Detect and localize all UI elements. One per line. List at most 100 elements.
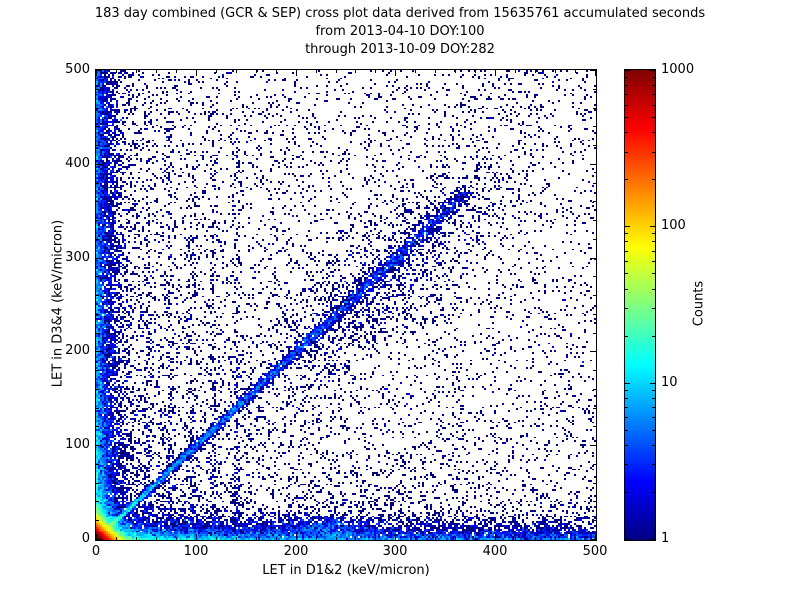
- colorbar-minor-tick-left: [625, 407, 628, 408]
- y-minor-tick-right: [593, 501, 596, 502]
- scatter-density-canvas: [96, 70, 596, 540]
- x-minor-tick: [276, 537, 277, 540]
- colorbar-tick-label-1000: 1000: [661, 62, 695, 77]
- x-tick-label-100: 100: [183, 544, 209, 559]
- colorbar-minor-tick: [652, 464, 655, 465]
- x-minor-tick: [515, 537, 516, 540]
- colorbar-minor-tick-left: [625, 117, 628, 118]
- y-tick-label-500: 500: [65, 62, 90, 77]
- x-minor-tick-top: [455, 70, 456, 73]
- y-minor-tick: [96, 145, 99, 146]
- colorbar-minor-tick: [652, 105, 655, 106]
- y-minor-tick: [96, 426, 99, 427]
- colorbar-minor-tick: [652, 273, 655, 274]
- colorbar-minor-tick-left: [625, 390, 628, 391]
- y-major-tick-right: [590, 70, 596, 71]
- y-minor-tick-right: [593, 201, 596, 202]
- colorbar-minor-tick: [652, 336, 655, 337]
- y-tick-label-100: 100: [65, 437, 90, 452]
- x-tick-label-400: 400: [482, 544, 508, 559]
- y-tick-label-200: 200: [65, 343, 90, 358]
- colorbar-major-tick-left: [625, 226, 630, 227]
- colorbar-minor-tick-left: [625, 445, 628, 446]
- x-minor-tick: [336, 537, 337, 540]
- colorbar-minor-tick-left: [625, 273, 628, 274]
- y-major-tick: [96, 445, 102, 446]
- colorbar: [624, 69, 656, 541]
- y-minor-tick: [96, 389, 99, 390]
- colorbar-minor-tick: [652, 445, 655, 446]
- colorbar-tick-label-1: 1: [661, 531, 670, 546]
- y-major-tick: [96, 70, 102, 71]
- x-major-tick: [395, 534, 396, 540]
- colorbar-label: Counts: [691, 280, 707, 327]
- colorbar-minor-tick-left: [625, 105, 628, 106]
- x-minor-tick-top: [156, 70, 157, 73]
- y-minor-tick: [96, 333, 99, 334]
- x-minor-tick: [236, 537, 237, 540]
- x-major-tick: [196, 534, 197, 540]
- colorbar-minor-tick: [652, 430, 655, 431]
- y-major-tick: [96, 258, 102, 259]
- colorbar-minor-tick: [652, 241, 655, 242]
- y-minor-tick: [96, 126, 99, 127]
- y-minor-tick: [96, 220, 99, 221]
- y-minor-tick-right: [593, 276, 596, 277]
- y-minor-tick-right: [593, 464, 596, 465]
- x-minor-tick-top: [375, 70, 376, 73]
- x-major-tick: [96, 534, 97, 540]
- x-minor-tick-top: [276, 70, 277, 73]
- colorbar-minor-tick-left: [625, 94, 628, 95]
- x-minor-tick: [575, 537, 576, 540]
- y-tick-label-400: 400: [65, 156, 90, 171]
- y-tick-label-300: 300: [65, 250, 90, 265]
- x-tick-label-300: 300: [382, 544, 408, 559]
- x-major-tick: [296, 534, 297, 540]
- y-major-tick-right: [590, 258, 596, 259]
- y-minor-tick-right: [593, 145, 596, 146]
- colorbar-minor-tick-left: [625, 308, 628, 309]
- x-major-tick: [495, 534, 496, 540]
- colorbar-minor-tick: [652, 407, 655, 408]
- y-minor-tick: [96, 408, 99, 409]
- colorbar-minor-tick-left: [625, 417, 628, 418]
- y-minor-tick: [96, 239, 99, 240]
- x-major-tick-top: [196, 70, 197, 76]
- colorbar-major-tick-left: [625, 539, 630, 540]
- colorbar-major-tick: [650, 383, 655, 384]
- colorbar-tick-label-100: 100: [661, 218, 686, 233]
- x-major-tick-top: [296, 70, 297, 76]
- y-minor-tick-right: [593, 389, 596, 390]
- x-minor-tick: [435, 537, 436, 540]
- x-major-tick-top: [595, 70, 596, 76]
- x-minor-tick-top: [535, 70, 536, 73]
- x-minor-tick: [316, 537, 317, 540]
- colorbar-minor-tick: [652, 308, 655, 309]
- y-minor-tick: [96, 201, 99, 202]
- x-tick-label-200: 200: [283, 544, 309, 559]
- title-line-2: from 2013-04-10 DOY:100: [315, 24, 485, 39]
- x-minor-tick-top: [435, 70, 436, 73]
- y-major-tick-right: [590, 539, 596, 540]
- x-minor-tick: [156, 537, 157, 540]
- x-minor-tick: [216, 537, 217, 540]
- colorbar-minor-tick: [652, 261, 655, 262]
- x-minor-tick: [355, 537, 356, 540]
- y-minor-tick-right: [593, 108, 596, 109]
- colorbar-minor-tick-left: [625, 152, 628, 153]
- y-minor-tick: [96, 89, 99, 90]
- colorbar-minor-tick-left: [625, 179, 628, 180]
- y-minor-tick-right: [593, 183, 596, 184]
- y-minor-tick-right: [593, 295, 596, 296]
- colorbar-minor-tick: [652, 251, 655, 252]
- colorbar-minor-tick: [652, 77, 655, 78]
- y-minor-tick: [96, 108, 99, 109]
- y-minor-tick: [96, 464, 99, 465]
- y-major-tick-right: [590, 351, 596, 352]
- y-minor-tick: [96, 314, 99, 315]
- x-minor-tick-top: [216, 70, 217, 73]
- x-major-tick-top: [395, 70, 396, 76]
- title-line-1: 183 day combined (GCR & SEP) cross plot …: [94, 6, 706, 21]
- colorbar-minor-tick: [652, 152, 655, 153]
- x-minor-tick-top: [575, 70, 576, 73]
